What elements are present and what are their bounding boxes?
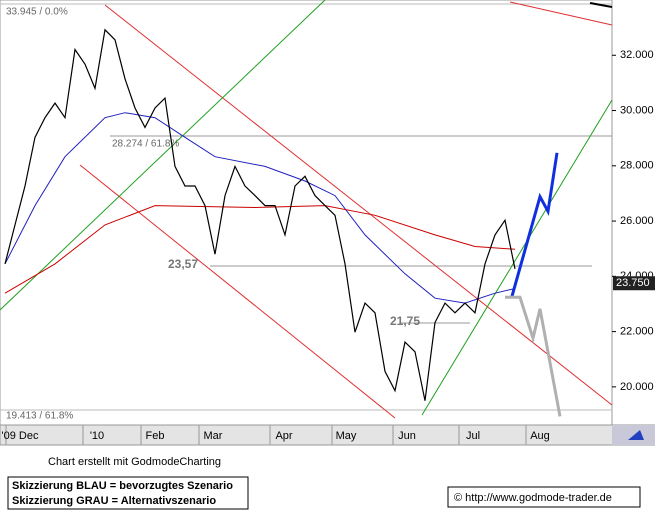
series-line <box>510 152 559 297</box>
credit: Chart erstellt mit GodmodeCharting <box>48 456 221 468</box>
x-tick-label: Jun <box>398 430 416 442</box>
series-line <box>4 112 516 304</box>
trend-line <box>421 99 613 416</box>
x-tick-label: Jul <box>466 430 480 442</box>
level-label: 23,57 <box>168 257 198 271</box>
source-box <box>447 486 641 508</box>
y-tick-label: 22.000 <box>620 326 654 338</box>
trend-line <box>589 2 613 8</box>
x-tick-label: Mar <box>204 430 223 442</box>
x-axis-band <box>0 424 655 446</box>
price-tag-label: 23.750 <box>616 277 650 289</box>
trend-line <box>509 1 613 26</box>
x-tick-label: '09 Dec <box>2 430 39 442</box>
x-tick-label: Feb <box>146 430 165 442</box>
plot-area <box>0 0 613 426</box>
corner <box>612 425 655 445</box>
series-line <box>505 295 562 417</box>
level-label: 28.274 / 61.8% <box>112 139 179 150</box>
y-tick-label: 26.000 <box>620 215 654 227</box>
trend-line <box>0 0 326 311</box>
series-line <box>4 28 516 401</box>
level-label: 19.413 / 61.8% <box>6 411 73 422</box>
note: Skizzierung GRAU = Alternativszenario <box>12 495 216 507</box>
x-tick-label: Aug <box>530 430 550 442</box>
x-tick-label: May <box>336 430 357 442</box>
note: Skizzierung BLAU = bevorzugtes Szenario <box>12 480 233 492</box>
level-label: 33.945 / 0.0% <box>6 7 68 18</box>
source: © http://www.godmode-trader.de <box>454 492 612 504</box>
trend-line <box>104 4 613 406</box>
note-box <box>7 476 249 510</box>
y-tick-label: 20.000 <box>620 381 654 393</box>
y-tick-label: 28.000 <box>620 160 654 172</box>
y-tick-label: 32.000 <box>620 49 654 61</box>
price-tag <box>613 276 655 291</box>
x-tick-label: Apr <box>275 430 292 442</box>
y-tick-label: 30.000 <box>620 104 654 116</box>
x-tick-label: '10 <box>90 430 104 442</box>
icon <box>628 430 644 440</box>
level-label: 21,75 <box>390 314 420 328</box>
series-line <box>4 205 516 294</box>
trend-line <box>79 164 396 419</box>
